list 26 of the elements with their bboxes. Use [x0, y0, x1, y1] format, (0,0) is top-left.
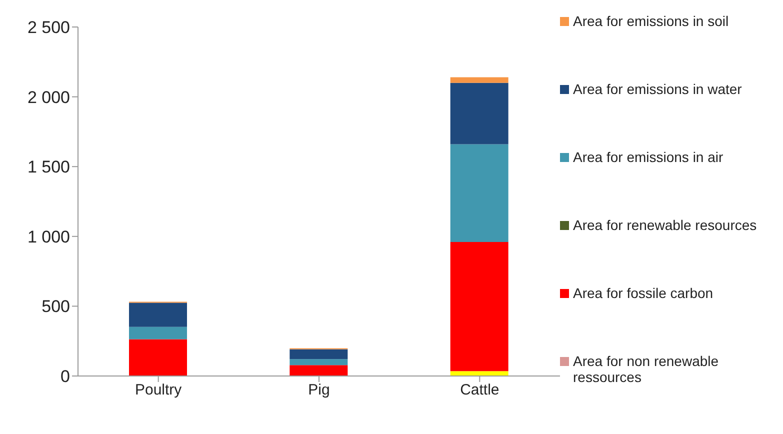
bar — [290, 365, 348, 376]
legend-label: Area for renewable resources — [573, 217, 757, 233]
bar — [450, 82, 508, 144]
bar — [129, 326, 187, 340]
bar — [450, 242, 508, 372]
y-tick-label: 2 500 — [27, 18, 70, 38]
y-tick-label: 1 500 — [27, 158, 70, 177]
y-tick-label: 0 — [60, 367, 70, 386]
bar — [290, 359, 348, 366]
y-tick-label: 2 000 — [27, 88, 70, 107]
legend-label: Area for emissions in soil — [573, 13, 729, 29]
legend-label: Area for non renewable ressources — [573, 353, 720, 385]
legend-label: Area for emissions in air — [573, 149, 724, 165]
y-tick-label: 1 000 — [27, 227, 70, 246]
x-tick-label: Cattle — [460, 382, 500, 399]
x-tick-label: Poultry — [134, 382, 182, 399]
bar — [450, 144, 508, 242]
bar — [450, 371, 508, 376]
bar — [129, 302, 187, 327]
legend-label: Area for fossile carbon — [573, 285, 714, 301]
x-tick-label: Pig — [308, 382, 330, 399]
bar — [450, 77, 508, 83]
y-tick-label: 500 — [42, 297, 70, 316]
legend-label: Area for emissions in water — [573, 81, 742, 97]
bar — [290, 349, 348, 360]
bar — [129, 339, 187, 376]
